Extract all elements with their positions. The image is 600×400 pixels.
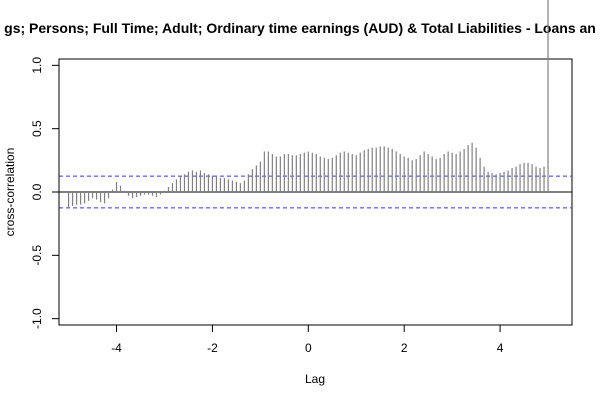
x-axis-label: Lag <box>305 372 325 386</box>
y-tick-label: 0.5 <box>30 120 44 137</box>
y-tick-label: -0.5 <box>30 245 44 266</box>
x-tick-label: -2 <box>207 341 218 355</box>
y-tick-label: -1.0 <box>30 308 44 329</box>
correlation-bars <box>67 0 549 209</box>
y-tick-label: 1.0 <box>30 57 44 74</box>
x-tick-label: -4 <box>111 341 122 355</box>
y-axis: -1.0 -0.5 0.0 0.5 1.0 <box>30 57 60 329</box>
y-tick-label: 0.0 <box>30 183 44 200</box>
y-axis-label: cross-correlation <box>3 148 17 237</box>
x-tick-label: 4 <box>497 341 504 355</box>
chart-title: gs; Persons; Full Time; Adult; Ordinary … <box>4 20 596 36</box>
x-tick-label: 0 <box>305 341 312 355</box>
x-tick-label: 2 <box>401 341 408 355</box>
x-axis: -4 -2 0 2 4 <box>111 324 504 355</box>
